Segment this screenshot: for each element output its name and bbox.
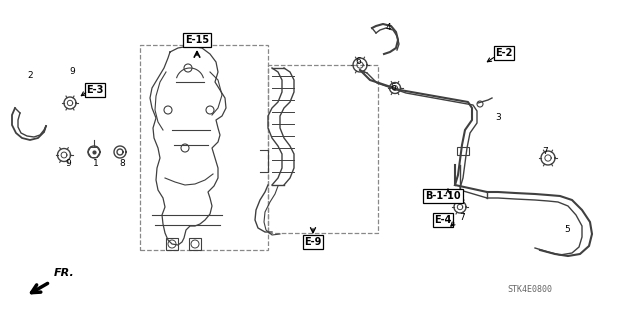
Text: E-4: E-4 <box>435 215 452 225</box>
Bar <box>140 45 268 250</box>
Text: 7: 7 <box>542 147 548 157</box>
Bar <box>457 147 469 155</box>
Text: E-15: E-15 <box>185 35 209 45</box>
Text: 4: 4 <box>385 24 391 33</box>
Text: FR.: FR. <box>54 268 75 278</box>
Text: E-9: E-9 <box>304 237 322 247</box>
Text: E-2: E-2 <box>495 48 513 58</box>
Bar <box>268 65 378 233</box>
Text: 2: 2 <box>27 70 33 79</box>
Text: 8: 8 <box>119 159 125 167</box>
Text: B-1-10: B-1-10 <box>425 191 461 201</box>
Bar <box>166 238 178 250</box>
Text: 3: 3 <box>495 114 501 122</box>
Text: 9: 9 <box>65 159 71 167</box>
Text: 6: 6 <box>390 84 396 93</box>
Text: 7: 7 <box>459 213 465 222</box>
Text: E-3: E-3 <box>86 85 104 95</box>
Text: 9: 9 <box>69 68 75 77</box>
Text: STK4E0800: STK4E0800 <box>508 286 552 294</box>
Text: 1: 1 <box>93 159 99 167</box>
Bar <box>189 238 201 250</box>
Text: 6: 6 <box>355 57 361 66</box>
Text: 5: 5 <box>564 226 570 234</box>
